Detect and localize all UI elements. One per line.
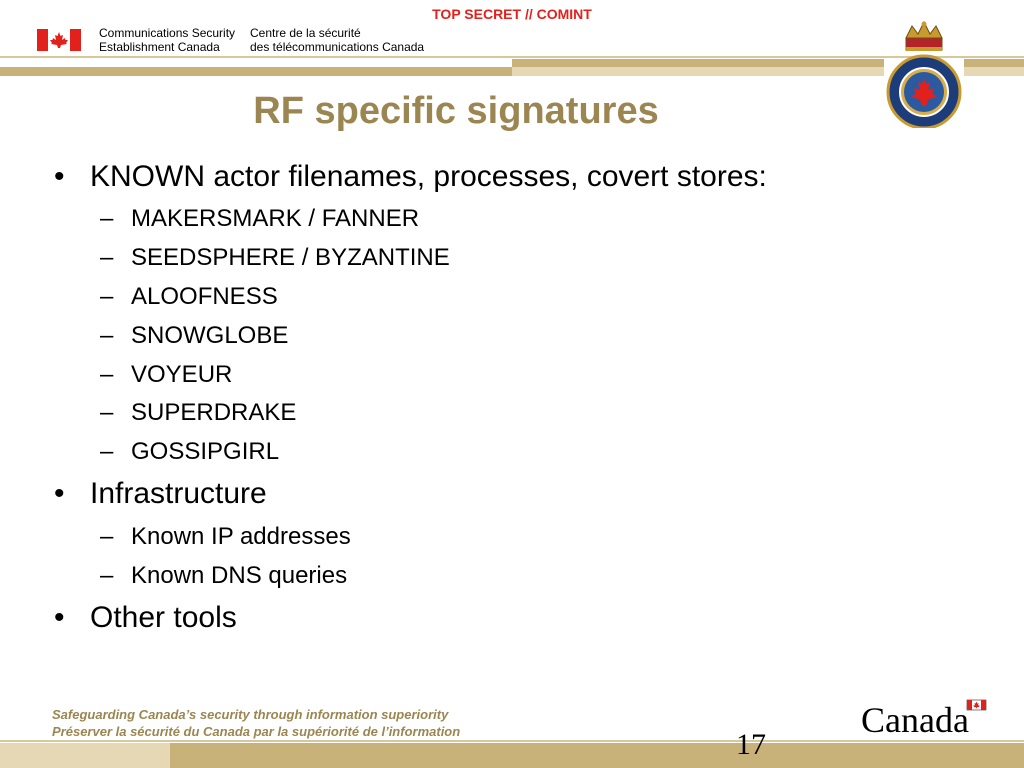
sub-bullet-text: SUPERDRAKE (131, 399, 297, 426)
canada-wordmark-text: Canada (861, 700, 969, 738)
sub-bullet-text: SNOWGLOBE (131, 322, 289, 349)
page-number: 17 (736, 728, 766, 761)
dash-icon: – (100, 322, 114, 349)
bullet-text: Other tools (90, 601, 237, 634)
sub-bullet-text: Known DNS queries (131, 562, 348, 589)
department-name-french-line-1: Centre de la sécurité (250, 26, 361, 40)
dash-icon: – (100, 205, 114, 232)
bullet-dot-icon: • (54, 601, 65, 634)
sub-bullet-text: GOSSIPGIRL (131, 438, 280, 465)
sub-bullet-text: SEEDSPHERE / BYZANTINE (131, 244, 450, 271)
dash-icon: – (100, 399, 114, 426)
bullet-dot-icon: • (54, 160, 65, 193)
department-name-english-line-2: Establishment Canada (99, 40, 220, 54)
sub-bullet-text: VOYEUR (131, 361, 233, 388)
slide-title: RF specific signatures (253, 90, 659, 132)
footer-decorative-band (0, 740, 1024, 768)
dash-icon: – (100, 283, 114, 310)
sub-bullet-text: ALOOFNESS (131, 283, 278, 310)
motto-french: Préserver la sécurité du Canada par la s… (52, 724, 461, 739)
dash-icon: – (100, 244, 114, 271)
department-name-english-line-1: Communications Security (99, 26, 236, 40)
sub-bullet-text: Known IP addresses (131, 523, 351, 550)
bullet-text: Infrastructure (90, 477, 267, 510)
canada-flag-icon (37, 29, 81, 51)
dash-icon: – (100, 523, 114, 550)
sub-bullet-text: MAKERSMARK / FANNER (131, 205, 420, 232)
header-decorative-band (0, 56, 1024, 76)
motto-english: Safeguarding Canada’s security through i… (52, 707, 449, 722)
dash-icon: – (100, 361, 114, 388)
footer-motto: Safeguarding Canada’s security through i… (52, 706, 460, 740)
department-name-french: Centre de la sécurité des télécommunicat… (250, 26, 424, 54)
department-name-english: Communications Security Establishment Ca… (99, 26, 235, 54)
canada-wordmark-icon: Canada (861, 699, 987, 738)
classification-banner: TOP SECRET // COMINT (432, 6, 592, 22)
dash-icon: – (100, 562, 114, 589)
dash-icon: – (100, 438, 114, 465)
cse-crest-icon (886, 20, 962, 128)
bullet-text: KNOWN actor filenames, processes, covert… (90, 160, 767, 193)
department-name-french-line-2: des télécommunications Canada (250, 40, 425, 54)
bullet-dot-icon: • (54, 477, 65, 510)
